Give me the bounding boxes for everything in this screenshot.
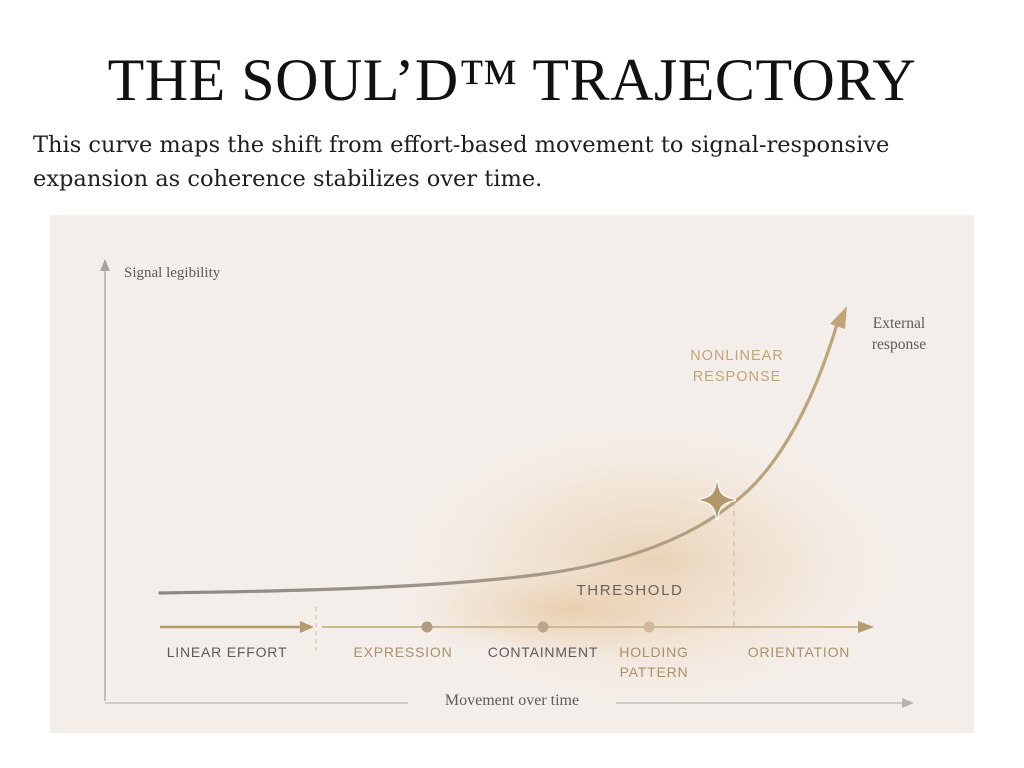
x-axis xyxy=(105,698,914,708)
page-title: THE SOUL’D™ TRAJECTORY xyxy=(107,47,917,113)
stage-label-pattern: PATTERN xyxy=(620,664,689,680)
stage-dot xyxy=(421,621,433,633)
trajectory-diagram: Signal legibility Movement over time LIN… xyxy=(50,215,974,733)
star-icon xyxy=(697,479,737,521)
x-axis-label: Movement over time xyxy=(445,692,579,709)
trajectory-curve xyxy=(158,319,840,595)
arrowhead-icon xyxy=(830,306,847,329)
threshold-label: THRESHOLD xyxy=(577,582,684,599)
arrowhead-icon xyxy=(100,259,110,271)
nonlinear-label-line-2: RESPONSE xyxy=(693,369,782,385)
stage-label-linear-effort: LINEAR EFFORT xyxy=(167,644,288,660)
stage-label-expression: EXPRESSION xyxy=(353,644,452,660)
y-axis-label: Signal legibility xyxy=(124,265,221,281)
arrowhead-icon xyxy=(300,621,314,633)
page-subtitle: This curve maps the shift from effort-ba… xyxy=(33,132,890,192)
external-response-line-2: response xyxy=(872,336,926,353)
stage-label-holding: HOLDING xyxy=(619,644,688,660)
stage-label-containment: CONTAINMENT xyxy=(488,644,598,660)
stage-line xyxy=(160,501,874,651)
stage-dot xyxy=(643,621,655,633)
arrowhead-icon xyxy=(902,698,914,708)
y-axis xyxy=(100,259,110,701)
nonlinear-label-line-1: NONLINEAR xyxy=(690,348,784,364)
arrowhead-icon xyxy=(858,621,874,633)
external-response-line-1: External xyxy=(873,315,926,332)
stage-dot xyxy=(537,621,549,633)
stage-label-orientation: ORIENTATION xyxy=(748,644,850,660)
